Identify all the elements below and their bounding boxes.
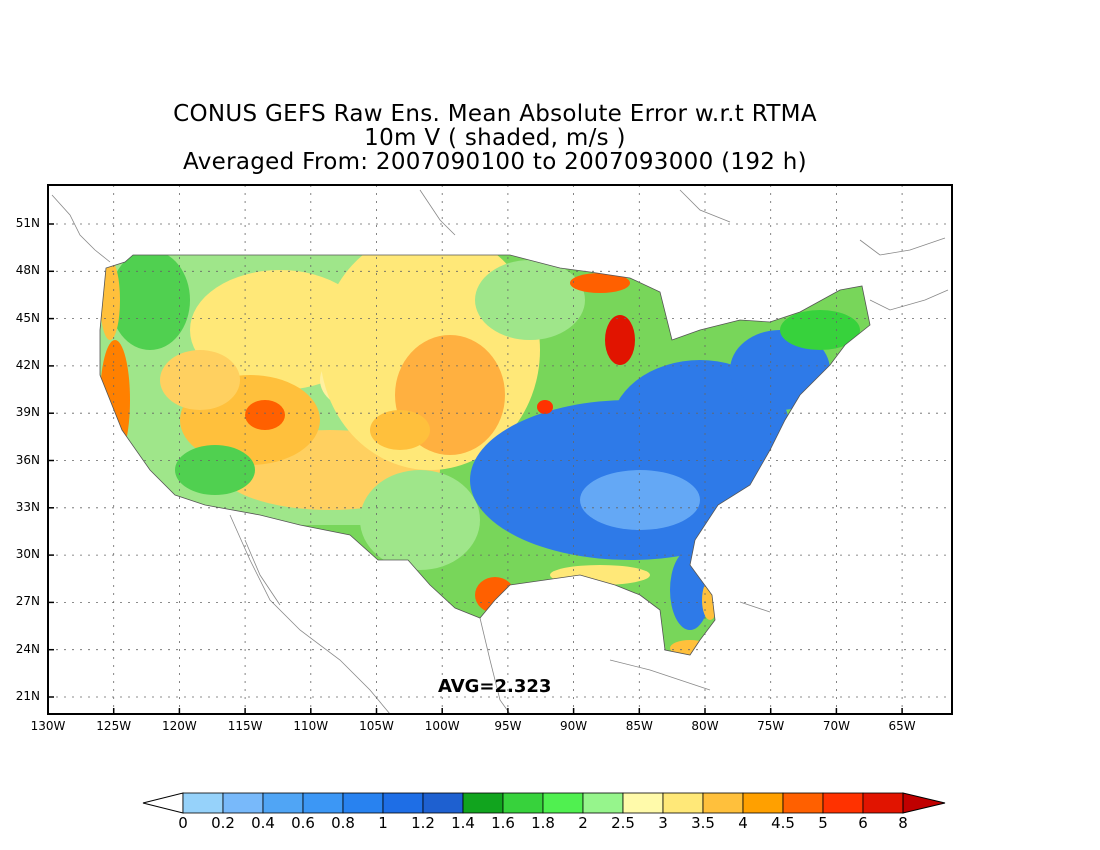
colorbar-swatch — [182, 792, 224, 814]
lon-label: 65W — [888, 719, 916, 733]
colorbar-swatch — [342, 792, 384, 814]
colorbar-swatch — [422, 792, 464, 814]
lon-label: 130W — [30, 719, 66, 733]
lon-label: 125W — [96, 719, 132, 733]
lat-label: 27N — [15, 594, 40, 609]
plot-frame — [47, 184, 953, 715]
colorbar-swatch — [382, 792, 424, 814]
lat-label: 51N — [15, 216, 40, 230]
lat-label: 21N — [15, 689, 40, 703]
colorbar-label: 5 — [818, 814, 828, 832]
colorbar-label: 0.6 — [291, 814, 315, 832]
outside-coastlines — [51, 189, 949, 714]
colorbar-label: 2.5 — [611, 814, 635, 832]
lat-label: 24N — [15, 641, 40, 656]
colorbar-label: 1 — [378, 814, 388, 832]
colorbar-label: 4 — [738, 814, 748, 832]
colorbar-label: 4.5 — [771, 814, 795, 832]
lon-label: 75W — [757, 719, 785, 733]
lon-label: 100W — [424, 719, 460, 733]
lon-label: 105W — [359, 719, 394, 733]
lon-label: 80W — [691, 719, 719, 733]
lat-label: 36N — [15, 452, 40, 467]
colorbar-label: 1.8 — [531, 814, 555, 832]
colorbar-label: 0 — [178, 814, 188, 832]
colorbar-swatch — [542, 792, 584, 814]
lat-label: 39N — [15, 405, 40, 420]
lon-label: 95W — [494, 719, 522, 733]
lat-label: 42N — [15, 357, 40, 372]
colorbar-swatch — [622, 792, 664, 814]
colorbar-label: 2 — [578, 814, 588, 832]
title-line-1: CONUS GEFS Raw Ens. Mean Absolute Error … — [173, 101, 817, 127]
colorbar-label: 0.8 — [331, 814, 355, 832]
colorbar-label: 3 — [658, 814, 668, 832]
colorbar-swatch — [502, 792, 544, 814]
lon-label: 110W — [293, 719, 329, 733]
colorbar-swatch — [702, 792, 744, 814]
colorbar-swatch — [462, 792, 504, 814]
colorbar-upper-extend — [902, 792, 946, 814]
colorbar-swatch — [822, 792, 864, 814]
lat-label: 33N — [15, 499, 40, 514]
colorbar-swatch — [742, 792, 784, 814]
colorbar-label: 3.5 — [691, 814, 715, 832]
lon-label: 90W — [560, 719, 588, 733]
average-label: AVG=2.323 — [438, 676, 552, 697]
colorbar-swatch — [302, 792, 344, 814]
map-title: CONUS GEFS Raw Ens. Mean Absolute Error … — [130, 102, 860, 174]
axis-ticks — [47, 223, 903, 714]
colorbar-swatch — [662, 792, 704, 814]
colorbar-label: 1.2 — [411, 814, 435, 832]
colorbar-label: 6 — [858, 814, 868, 832]
lon-label: 85W — [625, 719, 653, 733]
colorbar-swatch — [582, 792, 624, 814]
colorbar-label: 0.4 — [251, 814, 275, 832]
colorbar — [142, 792, 946, 814]
lon-label: 70W — [822, 719, 850, 733]
title-line-2: 10m V ( shaded, m/s ) — [364, 125, 626, 151]
conus-outline — [99, 254, 871, 656]
map-gridlines — [48, 185, 952, 714]
title-line-3: Averaged From: 2007090100 to 2007093000 … — [183, 149, 807, 175]
colorbar-lower-extend — [142, 792, 184, 814]
lon-label: 115W — [227, 719, 263, 733]
lat-label: 48N — [15, 263, 40, 278]
colorbar-swatch — [862, 792, 904, 814]
colorbar-swatch — [262, 792, 304, 814]
colorbar-label: 8 — [898, 814, 908, 832]
lon-label: 120W — [162, 719, 197, 733]
colorbar-label: 1.6 — [491, 814, 515, 832]
lat-label: 30N — [15, 547, 40, 562]
colorbar-label: 0.2 — [211, 814, 235, 832]
colorbar-swatch — [782, 792, 824, 814]
colorbar-swatch — [222, 792, 264, 814]
lat-label: 45N — [15, 310, 40, 325]
colorbar-label: 1.4 — [451, 814, 475, 832]
